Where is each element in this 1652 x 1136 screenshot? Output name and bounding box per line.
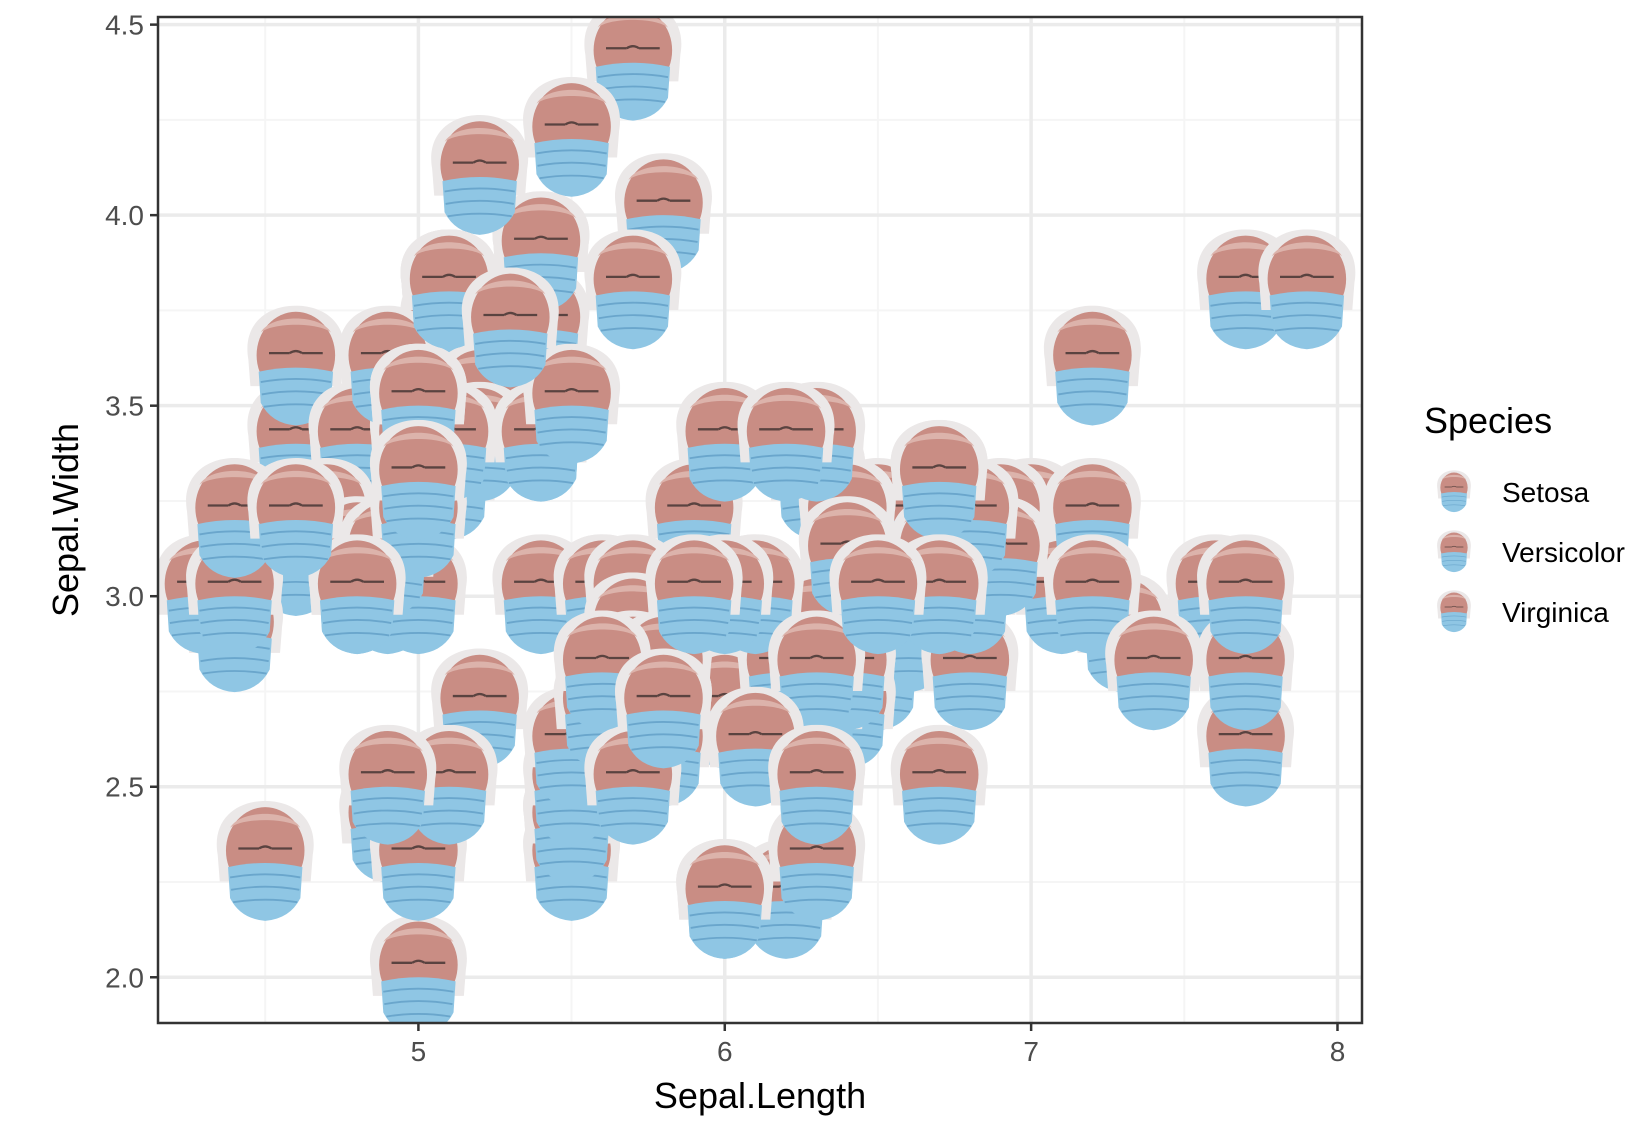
y-tick-label: 3.0 [105, 581, 144, 612]
x-tick-label: 7 [1023, 1036, 1039, 1067]
legend-key-virginica [1436, 590, 1472, 633]
legend-label-setosa: Setosa [1502, 477, 1590, 508]
x-tick-label: 5 [411, 1036, 427, 1067]
panel-border [156, 15, 1364, 1025]
y-tick-label: 2.5 [105, 772, 144, 803]
legend-label-versicolor: Versicolor [1502, 537, 1625, 568]
legend-label-virginica: Virginica [1502, 597, 1609, 628]
legend-title: Species [1424, 400, 1552, 441]
axes: 5 6 7 8 2.0 2.5 3.0 3.5 4.0 4.5 [105, 10, 1345, 1067]
legend-key-setosa [1436, 470, 1472, 513]
x-tick-label: 8 [1330, 1036, 1346, 1067]
y-tick-label: 4.5 [105, 10, 144, 41]
y-tick-label: 2.0 [105, 962, 144, 993]
y-tick-label: 3.5 [105, 391, 144, 422]
y-tick-label: 4.0 [105, 200, 144, 231]
legend-key-versicolor [1436, 530, 1472, 573]
legend: Species Setosa Versicolor Virginica [1424, 400, 1625, 633]
x-tick-label: 6 [717, 1036, 733, 1067]
y-axis-title: Sepal.Width [45, 423, 86, 617]
x-axis-title: Sepal.Length [654, 1075, 866, 1116]
